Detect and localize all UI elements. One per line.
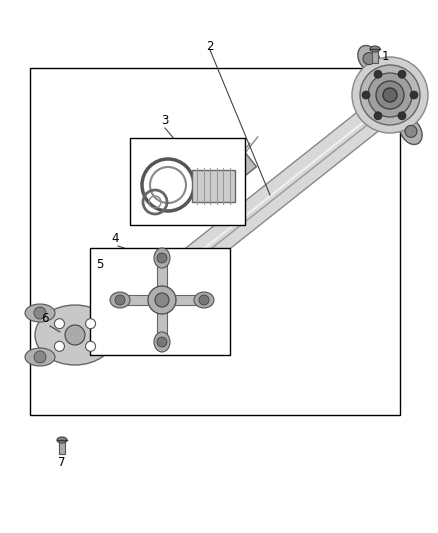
Circle shape (410, 91, 418, 99)
Ellipse shape (35, 305, 115, 365)
Bar (372, 51, 378, 63)
Text: 2: 2 (206, 41, 214, 53)
Circle shape (199, 295, 209, 305)
Circle shape (362, 91, 370, 99)
Circle shape (368, 73, 412, 117)
Ellipse shape (370, 46, 380, 52)
Bar (90, 248, 230, 355)
Circle shape (383, 88, 397, 102)
Bar (130, 138, 245, 225)
Ellipse shape (25, 304, 55, 322)
Ellipse shape (154, 332, 170, 352)
Polygon shape (157, 258, 167, 300)
Ellipse shape (162, 195, 188, 223)
Circle shape (34, 351, 46, 363)
Circle shape (155, 293, 169, 307)
Circle shape (54, 341, 64, 351)
Text: 5: 5 (96, 259, 104, 271)
Text: 1: 1 (381, 51, 389, 63)
Bar (30, 68, 400, 415)
Text: 6: 6 (41, 311, 49, 325)
Ellipse shape (136, 193, 149, 208)
Polygon shape (162, 295, 204, 305)
Circle shape (54, 319, 64, 329)
Text: 7: 7 (58, 456, 66, 469)
Text: 4: 4 (111, 231, 119, 245)
Circle shape (360, 65, 420, 125)
Polygon shape (163, 139, 256, 223)
Circle shape (398, 70, 406, 78)
Circle shape (398, 112, 406, 120)
Ellipse shape (153, 172, 167, 186)
Ellipse shape (25, 348, 55, 366)
Polygon shape (192, 170, 235, 202)
Ellipse shape (194, 292, 214, 308)
Circle shape (374, 70, 382, 78)
Circle shape (376, 81, 404, 109)
Ellipse shape (400, 118, 422, 144)
Ellipse shape (110, 292, 130, 308)
Circle shape (85, 319, 95, 329)
Circle shape (363, 53, 375, 64)
Ellipse shape (154, 248, 170, 268)
Text: 3: 3 (161, 114, 169, 126)
Circle shape (148, 286, 176, 314)
Bar (59, 442, 65, 454)
Circle shape (157, 253, 167, 263)
Ellipse shape (57, 437, 67, 443)
Circle shape (157, 337, 167, 347)
Ellipse shape (358, 45, 380, 72)
Circle shape (115, 295, 125, 305)
Circle shape (374, 112, 382, 120)
Circle shape (85, 341, 95, 351)
Polygon shape (96, 89, 404, 341)
Circle shape (65, 325, 85, 345)
Circle shape (34, 307, 46, 319)
Circle shape (405, 125, 417, 138)
Polygon shape (120, 295, 162, 305)
Polygon shape (157, 300, 167, 342)
Circle shape (352, 57, 428, 133)
